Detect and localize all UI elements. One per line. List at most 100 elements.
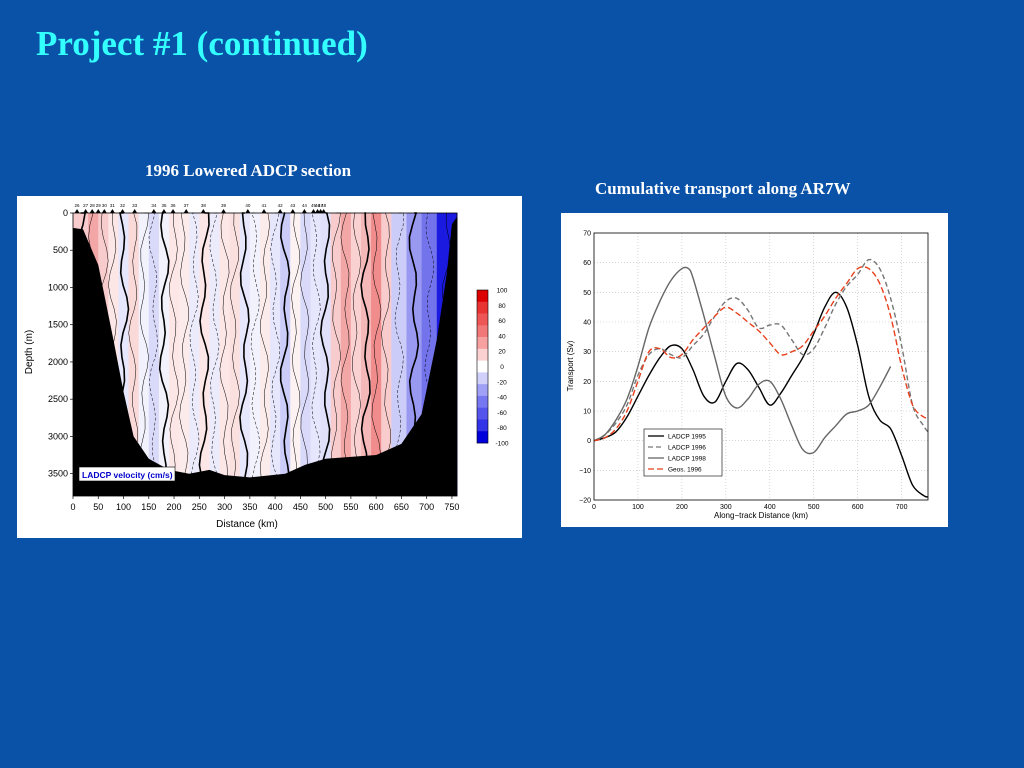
station-marker [183,209,189,213]
station-label: 29 [96,203,102,208]
station-marker [95,209,101,213]
colorbar-tick-label: 100 [497,288,508,295]
velocity-band [391,213,407,496]
x-tick-label: 0 [70,502,75,512]
x-tick-label: 500 [318,502,333,512]
x-axis-label: Distance (km) [216,519,278,530]
station-label: 39 [221,203,227,208]
velocity-contour [311,212,321,490]
legend-label: LADCP 1996 [668,445,706,452]
adcp-section-panel: 26 27 28 29 30 31 32 33 34 35 36 37 38 39 40 41 42 43 44 45… [17,196,522,538]
station-marker [120,209,126,213]
velocity-contour [239,212,250,490]
station-label: 34 [151,203,157,208]
adcp-section-chart: 26 27 28 29 30 31 32 33 34 35 36 37 38 39 40 41 42 43 44 45… [24,203,509,530]
x-tick-label: 700 [896,504,908,511]
station-label: 44 [302,203,308,208]
station-marker [151,209,157,213]
x-tick-label: 250 [192,502,207,512]
x-tick-label: 550 [343,502,358,512]
colorbar-tick-label: -20 [497,379,507,386]
station-label: 27 [83,203,89,208]
station-label: 32 [120,203,126,208]
y-tick-label: −10 [579,468,591,475]
y-tick-label: −20 [579,498,591,505]
station-marker [290,209,296,213]
station-label: 46 [315,203,321,208]
velocity-contour [319,212,331,490]
y-tick-label: 10 [583,409,591,416]
y-tick-label: 20 [583,379,591,386]
y-tick-label: 3000 [48,431,68,441]
velocity-contour [179,212,189,490]
colorbar-frame [476,289,489,444]
x-tick-label: 450 [293,502,308,512]
station-markers: 26 27 28 29 30 31 32 33 34 35 36 37 38 39 40 41 42 43 44 45… [75,203,327,213]
velocity-band [350,213,362,496]
x-axis: 0 50 100 150 200 250 300 350 400 450 500 550 600 650 7… [70,496,459,512]
x-tick-label: 50 [93,502,103,512]
velocity-contour [139,212,149,490]
station-label: 37 [184,203,190,208]
station-marker [277,209,283,213]
colorbar: 100 80 60 40 20 0 -20 -40 -60 -80 -100 [476,288,509,448]
velocity-contour [371,212,382,490]
station-marker [261,209,267,213]
velocity-band [259,213,271,496]
series-line [593,291,929,498]
velocity-band [229,213,241,496]
colorbar-tick-label: 80 [498,303,506,310]
velocity-contour [352,212,362,490]
station-marker [245,209,251,213]
x-axis-label: Along−track Distance (km) [714,511,808,520]
y-axis-label: Transport (Sv) [566,340,575,391]
velocity-band [179,213,190,496]
legend: LADCP 1995 LADCP 1996 LADCP 1998 Geos. 1996 [643,428,723,477]
velocity-contour [148,212,159,490]
colorbar-tick-label: 40 [498,333,506,340]
colorbar-swatch [477,431,488,444]
legend-box [643,428,723,477]
series-line [593,266,892,455]
velocity-contour [270,212,281,490]
velocity-band [381,213,392,496]
velocity-contour [300,212,310,490]
y-tick-label: 40 [583,320,591,327]
velocity-legend-text: LADCP velocity (cm/s) [82,470,173,480]
x-tick-label: 600 [369,502,384,512]
station-marker [200,209,206,213]
y-tick-label: 60 [583,260,591,267]
transport-chart-caption: Cumulative transport along AR7W [595,179,851,198]
velocity-band [310,213,322,496]
x-tick-label: 150 [141,502,156,512]
colorbar-swatch [477,348,488,361]
series-lines [593,258,929,498]
x-tick-label: 650 [394,502,409,512]
velocity-band [290,213,301,496]
station-marker [301,209,307,213]
colorbar-swatch [477,290,488,303]
velocity-band [138,213,150,496]
station-label: 36 [171,203,177,208]
series-line [593,258,929,442]
colorbar-tick-label: -40 [497,395,507,402]
velocity-band [158,213,170,496]
velocity-band [280,213,291,496]
station-marker [132,209,138,213]
y-tick-label: 2000 [48,357,68,367]
velocity-band [189,213,200,496]
velocity-contour [393,212,404,490]
legend-label: Geos. 1996 [668,467,702,474]
colorbar-swatch [477,419,488,432]
legend-label: LADCP 1995 [668,434,706,441]
colorbar-tick-label: -100 [495,441,508,448]
x-tick-label: 500 [808,504,820,511]
velocity-contour [259,212,270,490]
y-tick-label: 70 [583,231,591,238]
velocity-band [219,213,231,496]
station-label: 26 [75,203,81,208]
station-marker [161,209,167,213]
velocity-contour [360,212,371,490]
velocity-contour [331,212,341,490]
station-marker [311,209,317,213]
